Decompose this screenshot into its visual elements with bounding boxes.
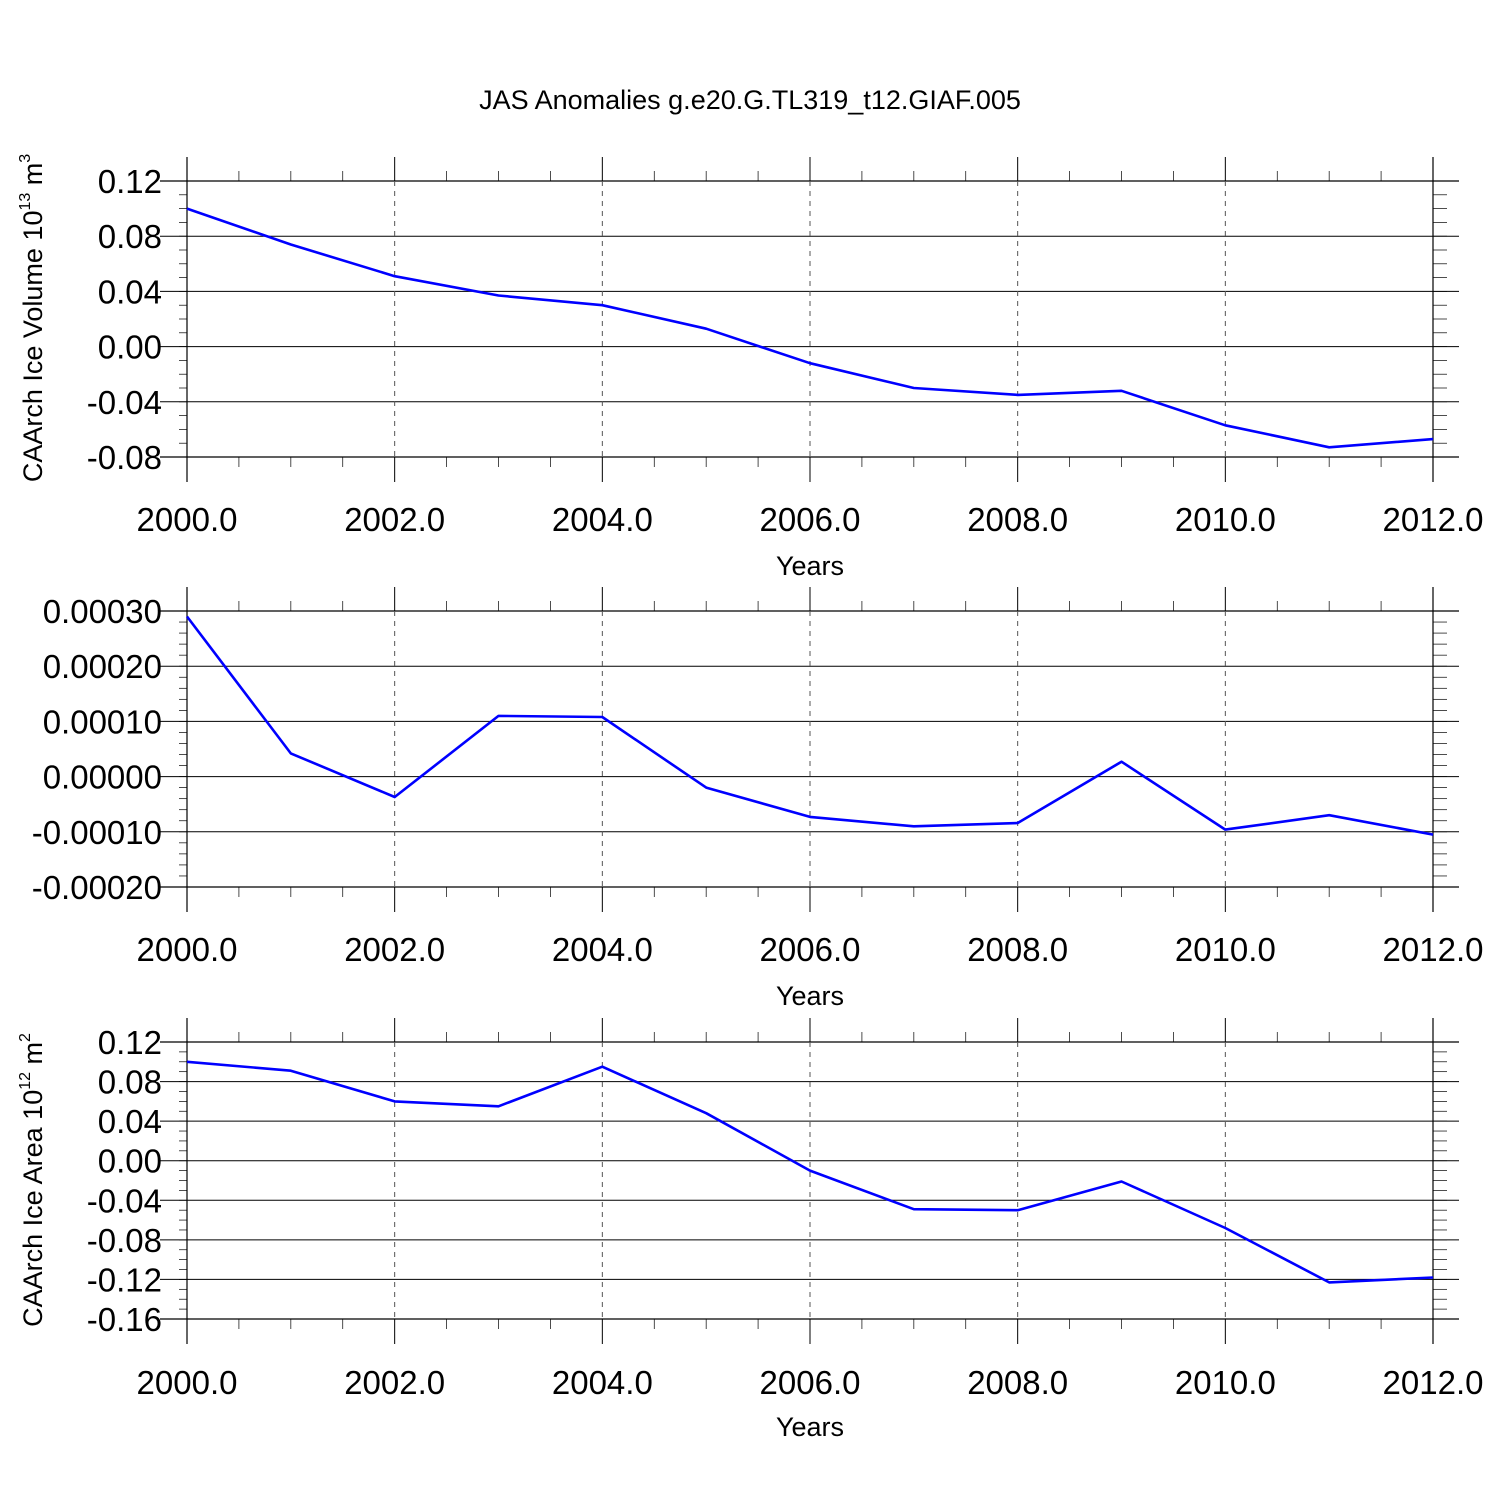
y-tick-label: -0.00020 [32, 869, 162, 906]
y-tick-label: -0.08 [87, 1222, 162, 1259]
ylabel-text: CAArch Ice Volume 10 [18, 211, 48, 483]
x-tick-label: 2006.0 [760, 931, 861, 968]
ylabel-unit-exponent: 2 [17, 1033, 34, 1042]
y-tick-label: -0.00010 [32, 814, 162, 851]
panel-ice-area-marks: 0.120.080.040.00-0.04-0.08-0.12-0.16 2000… [87, 1018, 1484, 1401]
panel-middle: 0.00030 0.00020 0.00010 0.00000 -0.00010 -0.0… [32, 587, 1484, 1011]
y-tick-label: -0.04 [87, 1182, 162, 1219]
x-tick-label: 2002.0 [344, 501, 445, 538]
x-tick-label: 2010.0 [1175, 1364, 1276, 1401]
y-tick-label: 0.00 [98, 1143, 162, 1180]
y-tick-label: -0.08 [87, 439, 162, 476]
x-tick-label: 2012.0 [1383, 501, 1484, 538]
chart-title: JAS Anomalies g.e20.G.TL319_t12.GIAF.005 [479, 85, 1021, 115]
x-tick-label: 2008.0 [967, 931, 1068, 968]
y-tick-label: 0.00010 [43, 703, 162, 740]
x-tick-label: 2012.0 [1383, 1364, 1484, 1401]
ylabel-unit: m [18, 1042, 48, 1072]
panel-ice-volume-ylabel: CAArch Ice Volume 1013 m3 [17, 154, 48, 482]
x-tick-label: 2010.0 [1175, 931, 1276, 968]
y-tick-label: 0.12 [98, 163, 162, 200]
y-tick-label: -0.16 [87, 1301, 162, 1338]
x-tick-label: 2002.0 [344, 931, 445, 968]
x-tick-label: 2012.0 [1383, 931, 1484, 968]
x-tick-label: 2008.0 [967, 501, 1068, 538]
y-tick-label: 0.00030 [43, 593, 162, 630]
ylabel-unit: m [18, 163, 48, 193]
panel-middle-marks: 0.00030 0.00020 0.00010 0.00000 -0.00010 -0.0… [32, 587, 1484, 968]
x-tick-label: 2000.0 [137, 501, 238, 538]
y-tick-label: 0.00020 [43, 648, 162, 685]
ylabel-unit-exponent: 3 [17, 154, 34, 163]
x-tick-label: 2000.0 [137, 931, 238, 968]
panel-ice-volume: 0.12 0.08 0.04 0.00 -0.04 -0.08 2000.0 2002.0 20… [17, 154, 1483, 581]
x-tick-label: 2004.0 [552, 931, 653, 968]
x-tick-label: 2008.0 [967, 1364, 1068, 1401]
panel-middle-xlabel: Years [776, 981, 844, 1011]
y-tick-label: 0.08 [98, 218, 162, 255]
ylabel-exponent: 12 [17, 1072, 34, 1090]
x-tick-label: 2006.0 [760, 1364, 861, 1401]
y-tick-label: -0.04 [87, 384, 162, 421]
x-tick-label: 2004.0 [552, 501, 653, 538]
panel-ice-volume-marks: 0.12 0.08 0.04 0.00 -0.04 -0.08 2000.0 2002.0 20… [87, 157, 1484, 538]
y-tick-label: 0.08 [98, 1064, 162, 1101]
x-tick-label: 2004.0 [552, 1364, 653, 1401]
y-tick-label: 0.00 [98, 329, 162, 366]
ylabel-text: CAArch Ice Area 10 [18, 1090, 48, 1327]
y-tick-label: 0.00000 [43, 759, 162, 796]
y-tick-label: 0.12 [98, 1024, 162, 1061]
y-tick-label: 0.04 [98, 273, 162, 310]
y-tick-label: 0.04 [98, 1103, 162, 1140]
panel-ice-area-xlabel: Years [776, 1412, 844, 1442]
panel-ice-volume-xlabel: Years [776, 551, 844, 581]
x-tick-label: 2010.0 [1175, 501, 1276, 538]
ylabel-exponent: 13 [17, 193, 34, 211]
x-tick-label: 2000.0 [137, 1364, 238, 1401]
x-tick-label: 2006.0 [760, 501, 861, 538]
panel-ice-area: 0.120.080.040.00-0.04-0.08-0.12-0.16 2000… [17, 1018, 1483, 1442]
y-tick-label: -0.12 [87, 1261, 162, 1298]
x-tick-label: 2002.0 [344, 1364, 445, 1401]
panel-ice-area-ylabel: CAArch Ice Area 1012 m2 [17, 1033, 48, 1327]
